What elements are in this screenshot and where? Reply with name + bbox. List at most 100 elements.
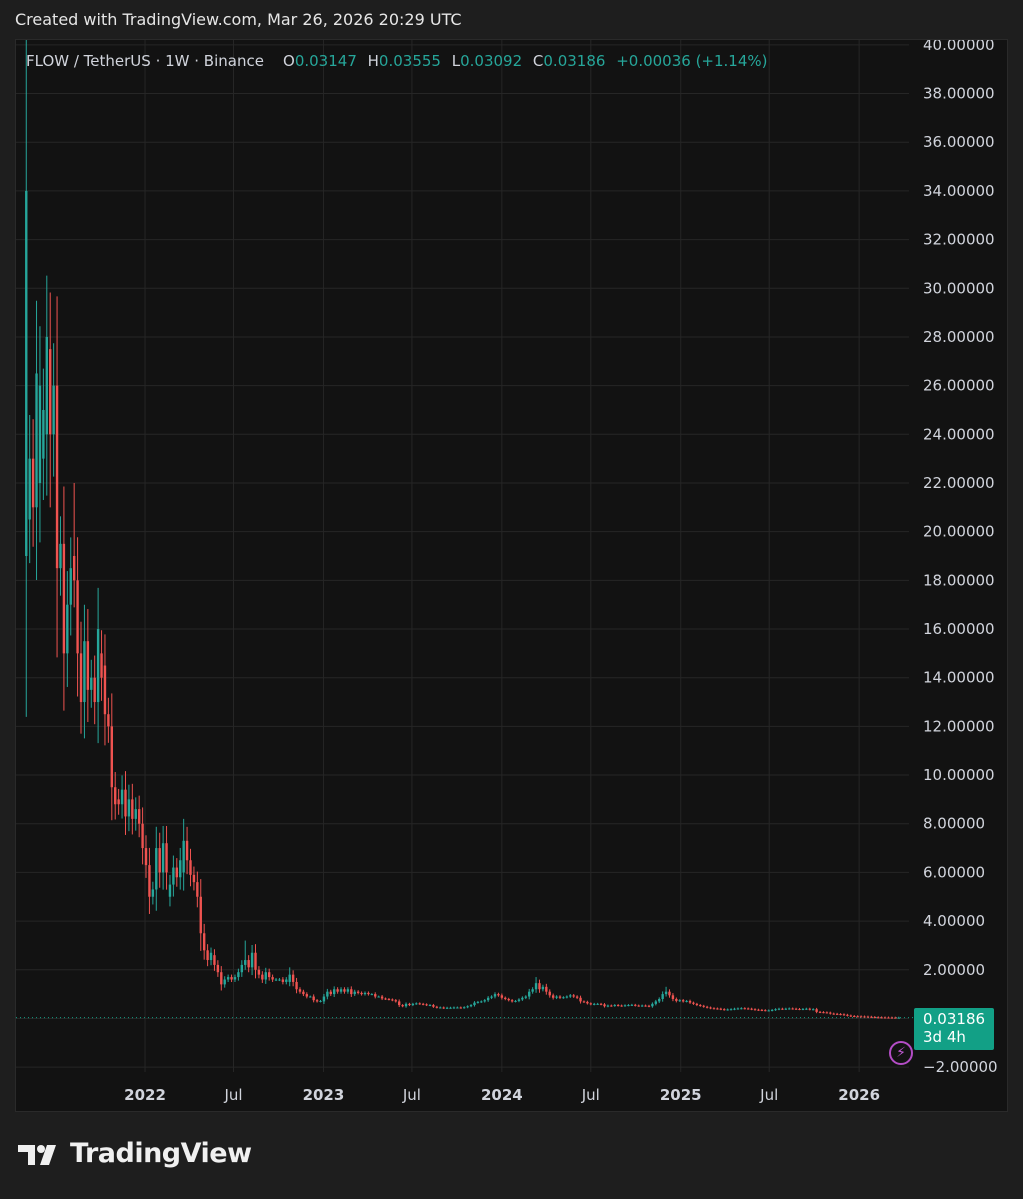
candle-body (398, 1001, 401, 1006)
candle-body (798, 1008, 801, 1010)
created-with-caption: Created with TradingView.com, Mar 26, 20… (15, 10, 462, 29)
candle-body (647, 1005, 651, 1007)
candle-body (49, 349, 52, 435)
candle-body (887, 1017, 890, 1019)
candle-body (825, 1012, 829, 1014)
candle-body (623, 1005, 627, 1007)
candle-body (716, 1008, 719, 1010)
candle-body (394, 1000, 397, 1002)
candle-body (548, 991, 551, 996)
candle-body (206, 950, 209, 961)
candle-body (873, 1016, 876, 1018)
candle-body (202, 933, 206, 951)
candle-body (493, 994, 497, 997)
candle-body (640, 1005, 644, 1007)
x-tick-label: Jul (581, 1086, 600, 1104)
lightning-bolt-icon[interactable]: ⚡ (889, 1041, 913, 1065)
candle-body (144, 848, 148, 866)
candle-body (859, 1016, 863, 1018)
x-tick-label: 2023 (303, 1086, 345, 1104)
candle-body (661, 994, 664, 999)
candle-body (336, 989, 339, 992)
candle-body (127, 799, 131, 817)
y-tick-label: 6.00000 (923, 863, 985, 881)
candle-body (216, 964, 220, 973)
candles[interactable] (25, 40, 900, 1019)
candle-body (141, 823, 144, 849)
candle-body (616, 1005, 620, 1007)
candle-body (45, 336, 48, 435)
price-chart[interactable]: 40.00000 38.00000 36.00000 34.00000 32.00000… (16, 40, 1009, 1113)
tradingview-logo[interactable]: TradingView (18, 1138, 252, 1169)
chart-pane[interactable]: 40.00000 38.00000 36.00000 34.00000 32.00000… (15, 39, 1008, 1112)
candle-body (346, 989, 350, 992)
candle-body (226, 977, 230, 980)
tradingview-brand: TradingView (70, 1138, 252, 1169)
candle-body (524, 996, 527, 998)
candle-body (288, 974, 291, 982)
candle-body (339, 989, 343, 992)
candle-body (59, 543, 62, 569)
x-tick-label: 2022 (124, 1086, 166, 1104)
candle-body (384, 998, 387, 1000)
candle-body (120, 789, 124, 805)
candle-body (644, 1005, 647, 1007)
candle-body (476, 1001, 480, 1003)
candle-body (114, 787, 117, 805)
candle-body (740, 1008, 743, 1010)
candle-body (606, 1005, 610, 1007)
candle-body (103, 665, 107, 715)
candle-body (291, 974, 295, 982)
grid-lines (16, 40, 909, 1072)
candle-body (788, 1008, 791, 1010)
candle-body (281, 979, 285, 982)
candle-body (818, 1011, 822, 1013)
candle-body (199, 896, 202, 934)
y-tick-label: 40.00000 (923, 40, 995, 54)
candle-body (866, 1016, 870, 1018)
y-tick-label: 32.00000 (923, 231, 995, 249)
candle-body (148, 865, 151, 897)
price-axis[interactable]: 40.00000 38.00000 36.00000 34.00000 32.00000… (923, 40, 998, 1076)
candle-body (541, 986, 545, 990)
candle-body (28, 458, 31, 520)
candle-body (504, 997, 507, 999)
candle-body (189, 860, 192, 875)
candle-body (483, 1000, 486, 1002)
last-price-value: 0.03186 (923, 1010, 986, 1028)
candle-body (726, 1009, 729, 1011)
symbol-legend[interactable]: FLOW / TetherUS · 1W · Binance O0.03147 … (26, 52, 768, 70)
candle-body (589, 1003, 593, 1005)
candle-body (634, 1004, 637, 1006)
candle-body (408, 1003, 411, 1006)
open-label: O (283, 52, 295, 70)
candle-body (31, 458, 35, 508)
x-tick-label: 2024 (481, 1086, 523, 1104)
candle-body (298, 989, 302, 992)
candle-body (240, 964, 244, 973)
candle-body (572, 995, 575, 997)
candle-body (380, 996, 384, 999)
candle-body (411, 1003, 415, 1006)
candle-body (551, 995, 555, 998)
candle-body (55, 385, 59, 569)
candle-body (110, 726, 114, 788)
candle-body (569, 995, 572, 997)
candle-body (791, 1008, 794, 1010)
y-tick-label: −2.00000 (923, 1058, 998, 1076)
candle-body (521, 997, 524, 1000)
candle-body (172, 867, 175, 885)
symbol-title[interactable]: FLOW / TetherUS · 1W · Binance (26, 52, 264, 70)
candle-body (894, 1017, 897, 1019)
candle-body (534, 983, 538, 990)
candle-body (746, 1008, 750, 1010)
candle-body (480, 1001, 483, 1003)
time-axis[interactable]: 2022 Jul 2023 Jul 2024 Jul 2025 Jul 2026 (124, 1086, 880, 1104)
candle-body (107, 714, 110, 727)
candle-body (309, 996, 312, 998)
candle-body (168, 884, 172, 897)
y-tick-label: 28.00000 (923, 328, 995, 346)
y-tick-label: 14.00000 (923, 669, 995, 687)
candle-body (76, 580, 79, 654)
candle-body (185, 840, 189, 861)
